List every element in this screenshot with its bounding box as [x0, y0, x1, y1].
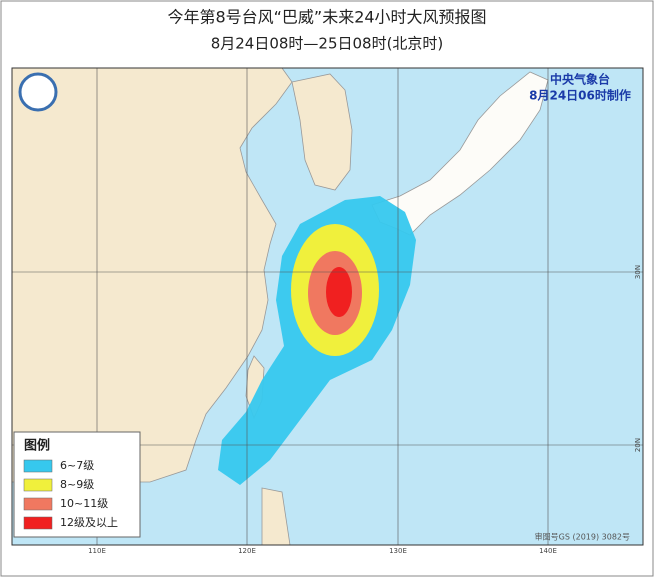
legend-title: 图例 [24, 438, 50, 454]
legend-swatch [23, 497, 53, 511]
lat-label: 20N [634, 438, 642, 452]
lat-labels: 30N 20N [634, 265, 642, 452]
lat-label: 30N [634, 265, 642, 279]
lon-label: 120E [238, 547, 256, 555]
subtitle: 8月24日08时—25日08时(北京时) [211, 35, 444, 53]
lon-label: 130E [389, 547, 407, 555]
title: 今年第8号台风“巴威”未来24小时大风预报图 [167, 8, 486, 27]
land-china [11, 67, 293, 483]
map-frame [11, 67, 644, 546]
legend-swatch [23, 516, 53, 530]
lon-labels: 110E 120E 130E 140E [88, 547, 557, 555]
legend-label: 6~7级 [60, 459, 94, 472]
lon-label: 110E [88, 547, 106, 555]
land-korea [291, 73, 353, 191]
legend-label: 10~11级 [60, 497, 108, 510]
approval-number: 审图号GS (2019) 3082号 [535, 532, 630, 542]
agency-name: 中央气象台 [550, 72, 610, 87]
issue-time: 8月24日06时制作 [529, 88, 631, 103]
legend-swatch [23, 459, 53, 473]
legend: 图例 6~7级 8~9级 10~11级 12级及以上 [13, 431, 141, 538]
wind-zone-12 [326, 267, 352, 317]
legend-label: 12级及以上 [60, 516, 118, 529]
legend-swatch [23, 478, 53, 492]
logo [18, 72, 58, 112]
lon-label: 140E [539, 547, 557, 555]
legend-label: 8~9级 [60, 478, 94, 491]
